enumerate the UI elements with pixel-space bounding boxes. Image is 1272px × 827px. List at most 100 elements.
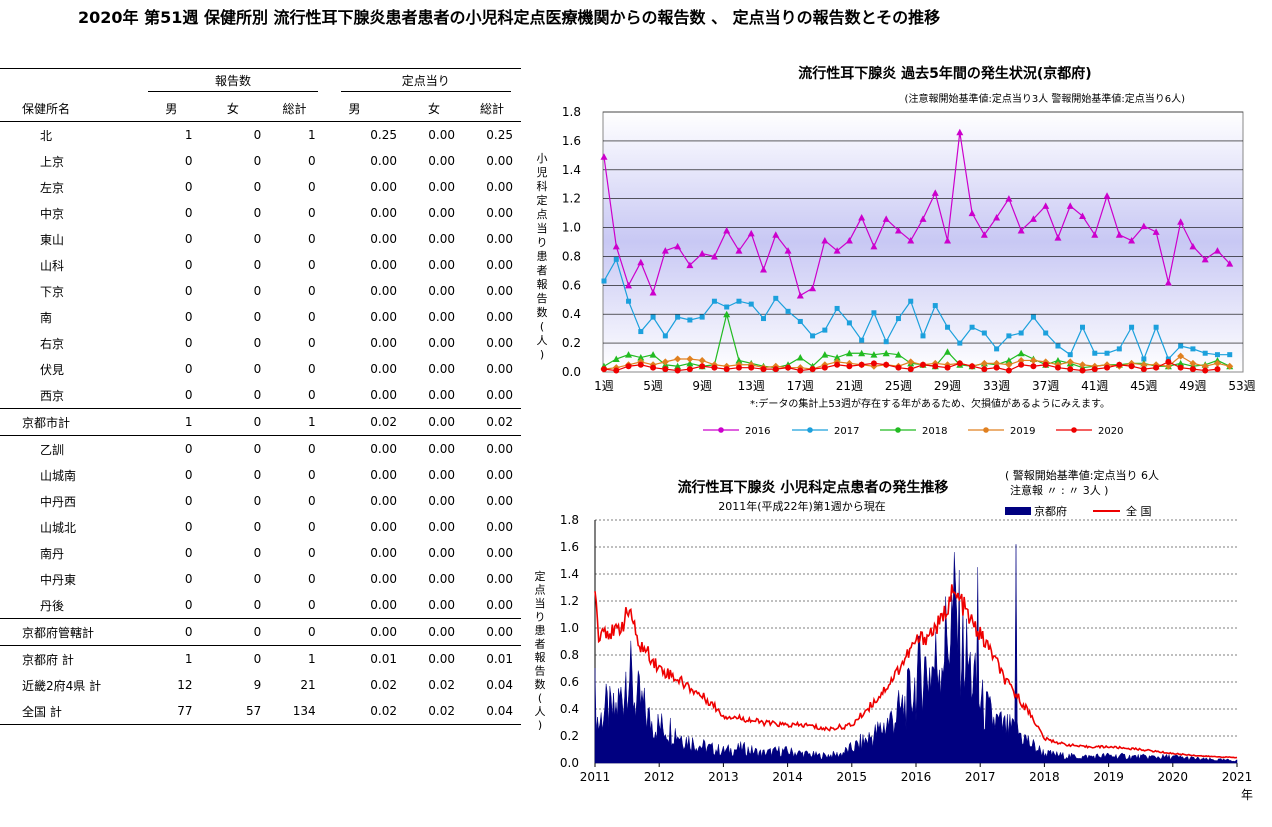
chart1-point [932, 303, 938, 309]
chart1-point [883, 339, 889, 345]
chart1-point [980, 231, 988, 238]
row-female: 0 [253, 128, 262, 142]
chart1-xtick-label: 13週 [738, 379, 765, 393]
row-male: 0 [184, 362, 193, 376]
row-per-total: 0.02 [462, 408, 521, 436]
row-per-male: 0.02 [370, 678, 397, 692]
chart1-legend-label: 2019 [1010, 426, 1035, 437]
row-per-total: 0.00 [486, 232, 513, 246]
chart1-point [931, 189, 939, 196]
table-row: 伏見 0 0 0 0.00 0.00 0.00 [0, 356, 521, 382]
chart1-point [698, 356, 706, 364]
col-header-per-male: 男 [330, 95, 405, 122]
row-male: 0 [184, 546, 193, 560]
chart1-point [944, 237, 952, 244]
chart2-ytick-label: 1.8 [560, 513, 579, 527]
chart1-point [1079, 367, 1086, 374]
chart1-point [1054, 234, 1062, 241]
row-per-total: 0.00 [486, 572, 513, 586]
five-year-chart-svg: 流行性耳下腺炎 過去5年間の発生状況(京都府) (注意報開始基準値:定点当り3人 … [537, 65, 1256, 437]
table-row: 山城南 0 0 0 0.00 0.00 0.00 [0, 462, 521, 488]
chart1-point [870, 351, 878, 358]
row-name: 京都府 計 [22, 652, 74, 667]
row-per-total: 0.04 [486, 678, 513, 692]
chart1-point [1177, 364, 1184, 371]
row-total: 0 [267, 592, 322, 619]
chart1-point [871, 310, 877, 316]
row-per-male: 0.02 [330, 408, 405, 436]
row-male: 0 [184, 154, 193, 168]
chart1-ylabel-char: 者 [537, 264, 548, 277]
chart1-point [1213, 247, 1221, 254]
chart2-national-line [594, 584, 1238, 759]
chart1-legend-label: 2016 [745, 426, 770, 437]
chart1-point [1005, 367, 1012, 374]
spacer [322, 122, 331, 149]
chart1-point [649, 351, 657, 358]
chart2-ylabel-char: ( [538, 692, 542, 705]
chart1-point [723, 310, 731, 318]
row-per-female: 0.00 [404, 618, 463, 646]
chart1-point [1017, 356, 1025, 364]
spacer [322, 200, 331, 226]
chart1-point [1030, 363, 1037, 370]
row-female: 0 [253, 362, 262, 376]
chart2-ylabel-char: 者 [535, 638, 546, 651]
chart1-ylabel-char: ) [540, 348, 544, 361]
chart1-xtick-label: 5週 [643, 379, 663, 393]
row-male: 0 [184, 520, 193, 534]
chart1-point [1043, 330, 1049, 336]
chart1-point [723, 366, 730, 373]
five-year-chart: 流行性耳下腺炎 過去5年間の発生状況(京都府) (注意報開始基準値:定点当り3人 … [520, 58, 1272, 448]
row-male: 1 [184, 652, 193, 666]
chart1-point [772, 366, 779, 373]
col-header-name: 保健所名 [0, 95, 145, 122]
chart1-point [1141, 356, 1147, 362]
spacer [322, 356, 331, 382]
chart1-point [822, 327, 828, 333]
chart1-point [625, 363, 632, 370]
row-name: 山城北 [40, 520, 77, 535]
row-male: 1 [144, 408, 199, 436]
row-per-male: 0.01 [370, 652, 397, 666]
row-name: 全国 計 [0, 698, 145, 725]
chart1-point [1128, 237, 1136, 244]
chart1-point [747, 229, 755, 237]
chart1-point [1189, 242, 1197, 250]
chart1-point [796, 354, 804, 361]
chart1-point [1202, 350, 1208, 356]
chart1-xtick-label: 33週 [983, 379, 1010, 393]
row-per-total: 0.00 [486, 546, 513, 560]
spacer [322, 174, 331, 200]
chart1-point [895, 316, 901, 322]
chart2-ylabel-char: 点 [535, 584, 546, 597]
chart1-point [772, 231, 780, 238]
row-total: 0 [308, 572, 316, 586]
chart1-point [858, 361, 865, 368]
chart1-point [1189, 359, 1197, 367]
chart1-point [1042, 361, 1049, 368]
row-male: 0 [184, 206, 193, 220]
header-spacer [0, 68, 145, 95]
row-per-male: 0.00 [370, 284, 397, 298]
chart1-point [1030, 314, 1036, 320]
chart1-point [1116, 361, 1123, 368]
chart1-point [1178, 343, 1184, 349]
row-per-total: 0.00 [486, 468, 513, 482]
chart2-xtick-label: 2020 [1158, 770, 1189, 784]
chart2-ytick-label: 0.0 [560, 756, 579, 770]
row-per-female: 0.00 [428, 546, 455, 560]
chart1-point [1153, 364, 1160, 371]
row-per-male: 0.00 [370, 494, 397, 508]
row-total: 1 [308, 652, 316, 666]
table-row: 南丹 0 0 0 0.00 0.00 0.00 [0, 540, 521, 566]
row-per-male: 0.25 [370, 128, 397, 142]
row-per-male: 0.00 [370, 336, 397, 350]
chart1-point [637, 361, 644, 368]
chart1-point [785, 308, 791, 314]
chart1-xtick-label: 1週 [594, 379, 614, 393]
col-header-male: 男 [144, 95, 199, 122]
chart2-ytick-label: 1.6 [560, 540, 579, 554]
row-male: 0 [184, 232, 193, 246]
row-male: 0 [184, 336, 193, 350]
